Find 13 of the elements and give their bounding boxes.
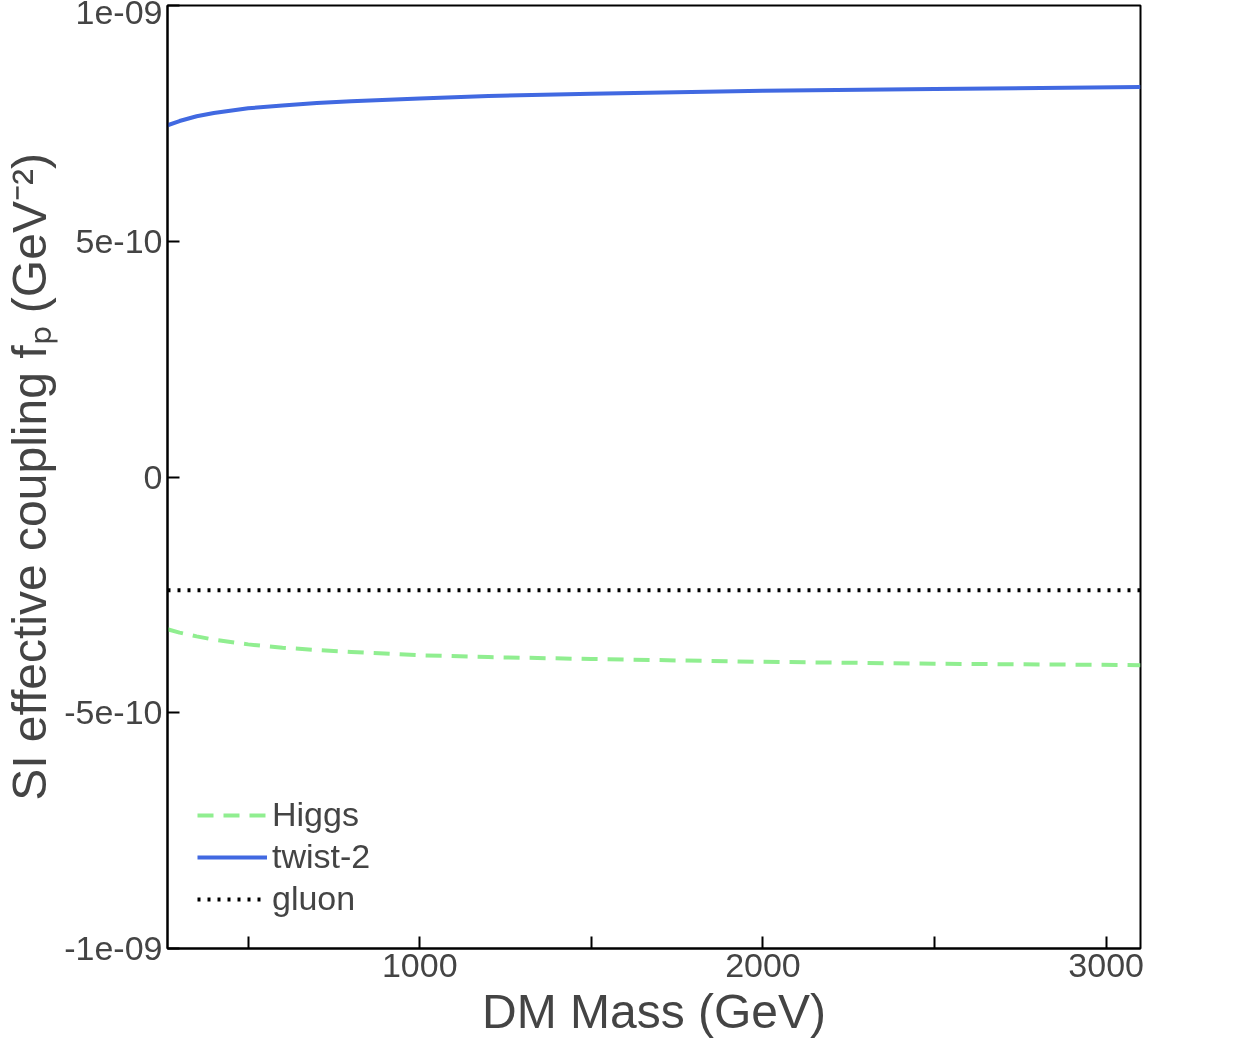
legend-label: gluon <box>272 879 356 918</box>
x-axis-title: DM Mass (GeV) <box>481 984 827 1038</box>
y-tick-label: 5e-10 <box>75 221 163 260</box>
legend-label: twist-2 <box>272 837 371 876</box>
x-tick-label: 3000 <box>1068 945 1144 984</box>
x-tick-label: 2000 <box>725 945 801 984</box>
y-tick-label: -5e-10 <box>64 693 163 732</box>
legend-label: Higgs <box>272 795 359 834</box>
y-tick-label: 1e-09 <box>75 0 163 31</box>
x-tick-label: 1000 <box>381 945 458 984</box>
y-tick-label: 0 <box>143 457 163 496</box>
y-tick-label: -1e-09 <box>64 929 163 967</box>
y-axis-title: SI effective coupling fₚ (GeV⁻²) <box>3 153 59 801</box>
